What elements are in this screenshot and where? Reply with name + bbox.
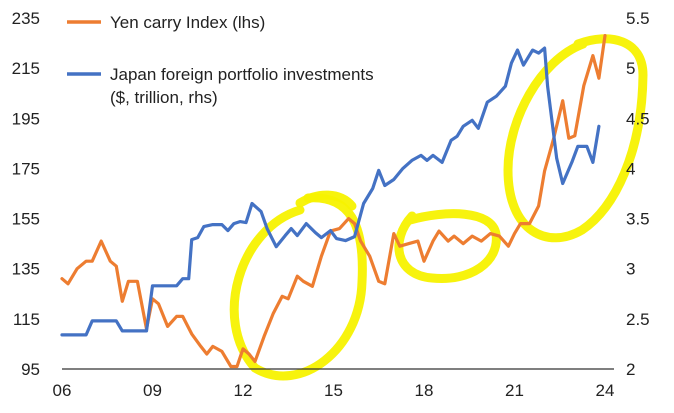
y-right-tick-label-2: 2: [626, 360, 635, 379]
y-left-tick-label-135: 135: [12, 260, 40, 279]
y-right-tick-label-4: 4: [626, 159, 635, 178]
highlight-circle-2015-top: [295, 190, 357, 211]
series-lines: [60, 33, 607, 369]
x-tick-label-06: 06: [53, 381, 72, 400]
y-right-tick-labels: 5.5 5 4.5 4 3.5 3 2.5 2: [626, 9, 650, 379]
x-tick-label-18: 18: [415, 381, 434, 400]
y-right-tick-label-5: 5: [626, 59, 635, 78]
y-left-tick-labels: 235 215 195 175 155 135 115 95: [12, 9, 40, 379]
y-right-tick-label-3: 3: [626, 260, 635, 279]
y-left-tick-label-175: 175: [12, 159, 40, 178]
highlight-circle-2017-2020: [394, 209, 501, 284]
y-left-tick-label-115: 115: [13, 310, 40, 329]
x-tick-label-21: 21: [505, 381, 524, 400]
y-left-tick-label-235: 235: [12, 9, 40, 28]
legend: Yen carry Index (lhs) Japan foreign port…: [67, 13, 374, 107]
x-tick-labels: 06 09 12 15 18 21 24: [53, 381, 615, 400]
legend-label-japan-fpi: Japan foreign portfolio investments: [110, 65, 374, 84]
y-left-tick-label-95: 95: [21, 360, 40, 379]
x-tick-label-12: 12: [234, 381, 253, 400]
x-tick-label-15: 15: [324, 381, 343, 400]
y-right-tick-label-5.5: 5.5: [626, 9, 650, 28]
highlight-circle-2021-2024: [503, 34, 648, 243]
series-line-japan-foreign-portfolio: [60, 46, 601, 337]
y-left-tick-label-215: 215: [12, 59, 40, 78]
legend-label-japan-fpi-line2: ($, trillion, rhs): [110, 88, 218, 107]
y-right-tick-label-3.5: 3.5: [626, 210, 650, 229]
x-tick-label-09: 09: [143, 381, 162, 400]
x-tick-label-24: 24: [595, 381, 614, 400]
y-left-tick-label-155: 155: [12, 210, 40, 229]
y-right-tick-label-4.5: 4.5: [626, 109, 650, 128]
legend-label-yen-carry: Yen carry Index (lhs): [110, 13, 265, 32]
y-left-tick-label-195: 195: [12, 109, 40, 128]
y-right-tick-label-2.5: 2.5: [626, 310, 650, 329]
